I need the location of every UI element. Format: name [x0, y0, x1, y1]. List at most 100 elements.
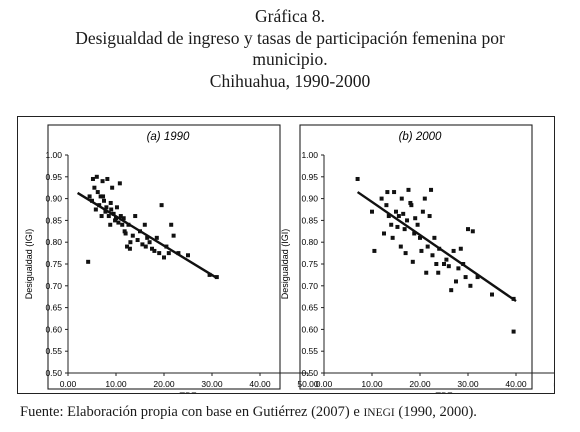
panel-1-data-point [106, 214, 111, 219]
panel-2-data-point [424, 270, 429, 275]
panel-2-x-tick-label: 0.00 [316, 379, 333, 389]
panel-2-data-point [427, 214, 432, 219]
panel-1-data-point [114, 205, 119, 210]
title-line-1: Gráfica 8. [255, 6, 325, 26]
panel-1-y-tick-label: 0.90 [45, 194, 62, 204]
panel-1-data-point [166, 251, 171, 256]
charts-frame: (a) 1990 0.50 0.55 0.60 0.65 0.70 0.75 0.80 0.85… [17, 116, 555, 394]
panel-1-data-point [98, 194, 103, 199]
panel-1-data-point [94, 174, 99, 179]
panel-2-data-point [384, 203, 389, 208]
panel-2-data-point [422, 196, 427, 201]
panel-2-data-point [475, 275, 480, 280]
panel-2-data-point [399, 196, 404, 201]
panel-2-x-tick-label: 40.00 [505, 379, 527, 389]
panel-1-data-point [154, 235, 159, 240]
panel-2-data-point [458, 246, 463, 251]
panel-1-data-point [159, 203, 164, 208]
panel-1-data-point [169, 222, 174, 227]
panel-2-data-point [409, 203, 414, 208]
panel-2-y-axis-label: Desigualdad (IGI) [280, 229, 290, 300]
panel-1-data-point [162, 255, 166, 260]
panel-2-y-tick-label: 0.70 [301, 281, 318, 291]
panel-2-x-tick-label: 30.00 [457, 379, 479, 389]
panel-2-data-point [406, 187, 411, 192]
source-prefix: Fuente: Elaboración propia con base en G… [20, 404, 364, 420]
panel-2-data-point [396, 214, 401, 219]
panel-2-data-point [446, 264, 451, 269]
panel-2-data-point [385, 190, 390, 195]
panel-2-data-point [403, 251, 408, 256]
panel-1-x-tick-label: 30.00 [201, 379, 223, 389]
panel-1-data-point [186, 253, 190, 258]
panel-1-data-point [142, 222, 147, 227]
panel-2-data-point [389, 222, 394, 227]
panel-2-data-point [470, 229, 475, 234]
panel-1-data-point [86, 259, 91, 264]
panel-2-x-tick-label: 20.00 [409, 379, 431, 389]
panel-2-y-tick-label: 0.50 [301, 368, 318, 378]
panel-2-data-point [468, 283, 473, 288]
panel-1-x-tick-label: 20.00 [153, 379, 175, 389]
panel-2-data-point [454, 279, 458, 284]
panel-1-data-point [143, 244, 148, 249]
panel-1-data-point [101, 194, 106, 199]
panel-1-x-tick-label: 10.00 [105, 379, 127, 389]
panel-1-y-tick-label: 0.60 [45, 324, 62, 334]
panel-2-data-point [415, 222, 420, 227]
panel-2-y-tick-label: 0.65 [301, 303, 318, 313]
panel-1-data-point [150, 246, 154, 251]
panel-1-data-point [135, 238, 140, 243]
panel-1-data-point [120, 222, 125, 227]
panel-1-y-tick-label: 1.00 [45, 150, 62, 160]
panel-2-panel-border [299, 124, 533, 390]
panel-1-data-point [105, 176, 110, 181]
panel-1-data-point [109, 207, 114, 212]
panel-2-data-point [451, 248, 456, 253]
panel-1-data-point [140, 242, 145, 247]
panel-2-data-point [429, 187, 434, 192]
panel-1-panel-border [47, 124, 281, 390]
panel-2-data-point [432, 235, 437, 240]
panel-1-y-tick-label: 0.85 [45, 215, 62, 225]
panel-2-y-tick-label: 0.55 [301, 346, 318, 356]
panel-2-data-point [466, 227, 470, 232]
panel-2-data-point [444, 257, 449, 262]
charts-svg: (a) 1990 0.50 0.55 0.60 0.65 0.70 0.75 0.80 0.85… [24, 124, 554, 393]
panel-1-y-tick-label: 0.75 [45, 259, 62, 269]
panel-2-data-point [370, 209, 374, 214]
panel-2-data-point [412, 231, 417, 236]
source-note: Fuente: Elaboración propia con base en G… [20, 404, 477, 421]
panel-2-data-point [511, 329, 516, 334]
panel-2-data-point [490, 292, 494, 297]
panel-1-data-point [130, 233, 135, 238]
panel-1-x-tick-label: 0.00 [60, 379, 77, 389]
panel-1-y-tick-label: 0.65 [45, 303, 62, 313]
panel-2-data-point [394, 209, 398, 214]
panel-1-data-point [92, 185, 97, 190]
panel-1-data-point [116, 220, 121, 225]
panel-2-data-point [420, 209, 425, 214]
panel-1-data-point [125, 244, 130, 249]
panel-1-data-point [113, 218, 118, 223]
panel-1-y-tick-label: 0.50 [45, 368, 62, 378]
panel-1-data-point [127, 246, 132, 251]
panel-2-data-point [386, 214, 391, 219]
panel-1-data-point [103, 209, 108, 214]
panel-1-data-point [128, 240, 133, 245]
panel-1-data-point [147, 240, 152, 245]
panel-2-data-point [401, 211, 406, 216]
panel-1-y-axis-label: Desigualdad (IGI) [24, 229, 34, 300]
title-line-2: Desigualdad de ingreso y tasas de partic… [75, 27, 505, 48]
panel-2-chart-title: (b) 2000 [399, 131, 442, 143]
panel-1-x-axis-label: TPF [180, 391, 198, 393]
panel-1-data-point [122, 229, 127, 234]
panel-2-data-point [395, 224, 400, 229]
panel-2-data-point [434, 262, 439, 266]
panel-1-trendline [76, 191, 218, 279]
panel-2-data-point [405, 218, 410, 223]
panel-2-data-point [413, 216, 418, 221]
panel-2-y-tick-label: 1.00 [301, 150, 318, 160]
panel-2-data-point [390, 235, 395, 240]
panel-2-data-point [418, 235, 422, 240]
